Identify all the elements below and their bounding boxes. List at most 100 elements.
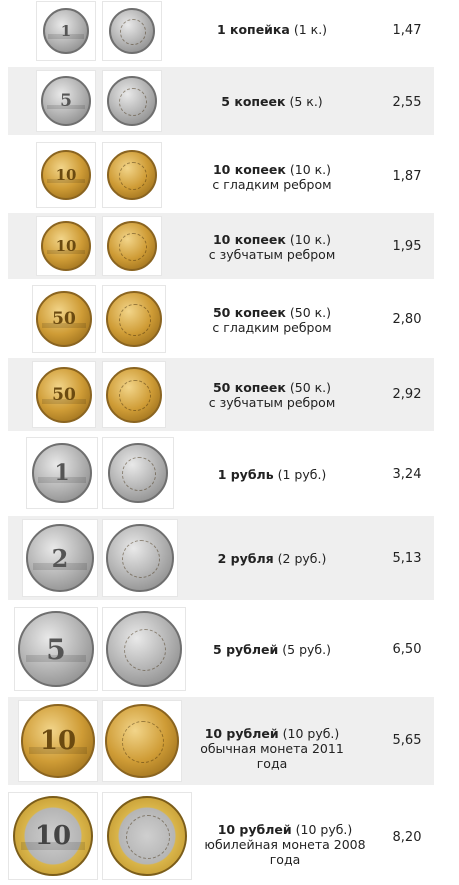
table-row: 10 10 копеек (10 к.) с зубчатым ребром 1… xyxy=(8,213,434,279)
coin-weight: 5,65 xyxy=(392,733,422,748)
coin-obverse-icon: 10 xyxy=(41,221,91,271)
coin-description: 2 рубля (2 руб.) xyxy=(194,551,350,566)
coin-description: 50 копеек (50 к.) с зубчатым ребром xyxy=(194,380,350,410)
coin-reverse-icon xyxy=(106,291,162,347)
coin-denomination: 10 xyxy=(39,726,77,756)
coin-obverse-icon: 10 xyxy=(21,704,95,778)
coin-obverse-cell: 10 xyxy=(36,216,96,276)
coin-reverse-cell xyxy=(102,1,162,61)
coin-obverse-cell: 5 xyxy=(14,607,98,691)
coin-obverse-cell: 2 xyxy=(22,519,98,597)
table-row: 5 5 копеек (5 к.) 2,55 xyxy=(8,67,434,135)
coin-name: 2 рубля xyxy=(217,551,274,566)
table-row: 10 10 рублей (10 руб.) юбилейная монета … xyxy=(8,790,434,882)
coin-weight: 2,80 xyxy=(392,312,422,327)
coin-reverse-icon xyxy=(106,611,182,687)
coin-note: с гладким ребром xyxy=(212,177,332,192)
coin-reverse-cell xyxy=(102,437,174,509)
table-row: 5 5 рублей (5 руб.) 6,50 xyxy=(8,605,434,693)
coin-abbreviation: (10 руб.) xyxy=(295,822,353,837)
coin-weight: 5,13 xyxy=(392,551,422,566)
coin-reverse-icon xyxy=(106,524,174,592)
coin-reverse-cell xyxy=(102,216,162,276)
table-row: 2 2 рубля (2 руб.) 5,13 xyxy=(8,516,434,600)
coin-reverse-icon xyxy=(109,8,155,54)
table-row: 10 10 копеек (10 к.) с гладким ребром 1,… xyxy=(8,140,434,210)
coin-description: 10 рублей (10 руб.) обычная монета 2011 … xyxy=(194,726,350,771)
coin-denomination: 1 xyxy=(60,22,72,40)
coin-description: 1 рубль (1 руб.) xyxy=(194,467,350,482)
coin-denomination: 2 xyxy=(51,543,69,573)
coin-weight: 8,20 xyxy=(392,830,422,845)
coin-obverse-icon: 5 xyxy=(18,611,94,687)
coin-reverse-icon xyxy=(107,796,187,876)
coin-obverse-icon: 1 xyxy=(43,8,89,54)
coin-reverse-icon xyxy=(106,366,162,423)
coin-name: 10 копеек xyxy=(212,232,286,247)
coin-abbreviation: (5 к.) xyxy=(289,94,323,109)
coin-denomination: 5 xyxy=(60,91,72,111)
coin-denomination: 5 xyxy=(46,632,66,666)
table-row: 50 50 копеек (50 к.) с зубчатым ребром 2… xyxy=(8,358,434,431)
coin-weight: 1,87 xyxy=(392,169,422,184)
coin-abbreviation: (50 к.) xyxy=(289,380,332,395)
coin-reverse-cell xyxy=(102,70,162,132)
coin-denomination: 50 xyxy=(52,309,76,329)
coin-name: 5 рублей xyxy=(213,642,279,657)
coin-obverse-cell: 10 xyxy=(8,792,98,880)
coin-denomination: 10 xyxy=(55,237,77,255)
coin-obverse-icon: 5 xyxy=(41,76,91,126)
coin-weight: 1,47 xyxy=(392,23,422,38)
coin-note: с гладким ребром xyxy=(212,320,332,335)
coin-obverse-cell: 50 xyxy=(32,361,96,428)
coin-reverse-cell xyxy=(102,607,186,691)
coin-reverse-cell xyxy=(102,361,166,428)
coin-note: с зубчатым ребром xyxy=(208,395,336,410)
coin-reverse-icon xyxy=(108,443,168,503)
coin-obverse-cell: 10 xyxy=(36,142,96,208)
coin-abbreviation: (2 руб.) xyxy=(277,551,327,566)
coin-obverse-cell: 1 xyxy=(36,1,96,61)
coin-abbreviation: (1 руб.) xyxy=(277,467,327,482)
coin-reverse-cell xyxy=(102,792,192,880)
coin-denomination: 10 xyxy=(55,166,77,184)
coin-obverse-cell: 5 xyxy=(36,70,96,132)
table-row: 10 10 рублей (10 руб.) обычная монета 20… xyxy=(8,697,434,785)
coin-description: 10 копеек (10 к.) с зубчатым ребром xyxy=(194,232,350,262)
coin-name: 10 рублей xyxy=(217,822,292,837)
coin-reverse-icon xyxy=(105,704,179,778)
coin-name: 10 копеек xyxy=(212,162,286,177)
coin-name: 50 копеек xyxy=(212,305,286,320)
coin-weight: 1,95 xyxy=(392,239,422,254)
coin-obverse-icon: 50 xyxy=(36,291,92,347)
coin-weight: 3,24 xyxy=(392,467,422,482)
coin-name: 1 рубль xyxy=(217,467,274,482)
coin-denomination: 10 xyxy=(34,821,72,851)
coin-abbreviation: (10 руб.) xyxy=(282,726,340,741)
coin-reverse-icon xyxy=(107,221,157,271)
coin-obverse-cell: 10 xyxy=(18,700,98,782)
coin-description: 10 копеек (10 к.) с гладким ребром xyxy=(194,162,350,192)
coin-denomination: 50 xyxy=(52,384,76,405)
coin-reverse-cell xyxy=(102,519,178,597)
coin-reverse-cell xyxy=(102,285,166,353)
coin-obverse-cell: 1 xyxy=(26,437,98,509)
coin-obverse-icon: 50 xyxy=(36,366,92,423)
coin-abbreviation: (1 к.) xyxy=(293,22,328,37)
coin-description: 50 копеек (50 к.) с гладким ребром xyxy=(194,305,350,335)
coin-name: 10 рублей xyxy=(204,726,279,741)
coin-reverse-cell xyxy=(102,142,162,208)
table-row: 1 1 рубль (1 руб.) 3,24 xyxy=(8,434,434,512)
coin-reverse-icon xyxy=(107,76,157,126)
coin-denomination: 1 xyxy=(54,460,70,486)
coin-reverse-icon xyxy=(107,150,157,200)
coin-obverse-icon: 10 xyxy=(13,796,93,876)
coin-description: 1 копейка (1 к.) xyxy=(194,22,350,37)
coin-weight: 2,55 xyxy=(392,95,422,110)
coin-description: 5 рублей (5 руб.) xyxy=(194,642,350,657)
coin-weight: 2,92 xyxy=(392,387,422,402)
coin-note: обычная монета 2011 года xyxy=(200,741,344,771)
coin-weight: 6,50 xyxy=(392,642,422,657)
coin-name: 50 копеек xyxy=(212,380,286,395)
coin-abbreviation: (5 руб.) xyxy=(282,642,331,657)
